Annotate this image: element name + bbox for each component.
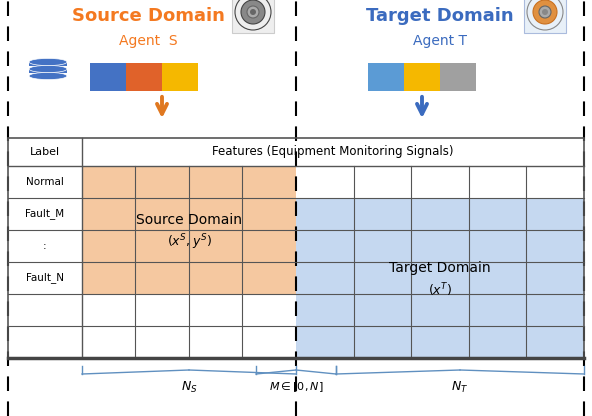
- Bar: [29, 62, 67, 66]
- Ellipse shape: [29, 72, 67, 79]
- Bar: [368, 63, 404, 91]
- Text: $(x^S, y^S)$: $(x^S, y^S)$: [166, 232, 211, 252]
- Circle shape: [533, 0, 557, 24]
- Text: Fault_M: Fault_M: [25, 208, 65, 220]
- Bar: [82, 166, 296, 294]
- Text: Label: Label: [30, 147, 60, 157]
- Bar: [90, 63, 126, 91]
- Ellipse shape: [29, 65, 67, 73]
- Bar: [8, 138, 584, 358]
- Text: Agent  S: Agent S: [118, 34, 178, 48]
- Circle shape: [539, 6, 551, 18]
- Text: Source Domain: Source Domain: [136, 213, 242, 227]
- Text: Source Domain: Source Domain: [72, 7, 224, 25]
- Bar: [296, 198, 584, 358]
- Bar: [404, 63, 440, 91]
- Text: Normal: Normal: [26, 177, 64, 187]
- Circle shape: [542, 9, 548, 15]
- Bar: [126, 63, 162, 91]
- Text: :: :: [43, 241, 47, 251]
- Text: Fault_N: Fault_N: [26, 272, 64, 283]
- Circle shape: [241, 0, 265, 24]
- Text: Features (Equipment Monitoring Signals): Features (Equipment Monitoring Signals): [213, 146, 453, 158]
- Text: Agent T: Agent T: [413, 34, 467, 48]
- Bar: [29, 69, 67, 73]
- Bar: [232, 0, 274, 33]
- Text: $(x^T)$: $(x^T)$: [428, 281, 452, 299]
- Text: $N_T$: $N_T$: [451, 380, 469, 395]
- Bar: [440, 63, 476, 91]
- Bar: [8, 138, 584, 358]
- Circle shape: [250, 9, 256, 15]
- Bar: [524, 0, 566, 33]
- Text: $M \in [0, N]$: $M \in [0, N]$: [269, 380, 323, 394]
- Circle shape: [247, 6, 259, 18]
- Text: $N_S$: $N_S$: [181, 380, 197, 395]
- Text: Target Domain: Target Domain: [366, 7, 514, 25]
- Text: Target Domain: Target Domain: [389, 261, 491, 275]
- Ellipse shape: [29, 58, 67, 66]
- Bar: [162, 63, 198, 91]
